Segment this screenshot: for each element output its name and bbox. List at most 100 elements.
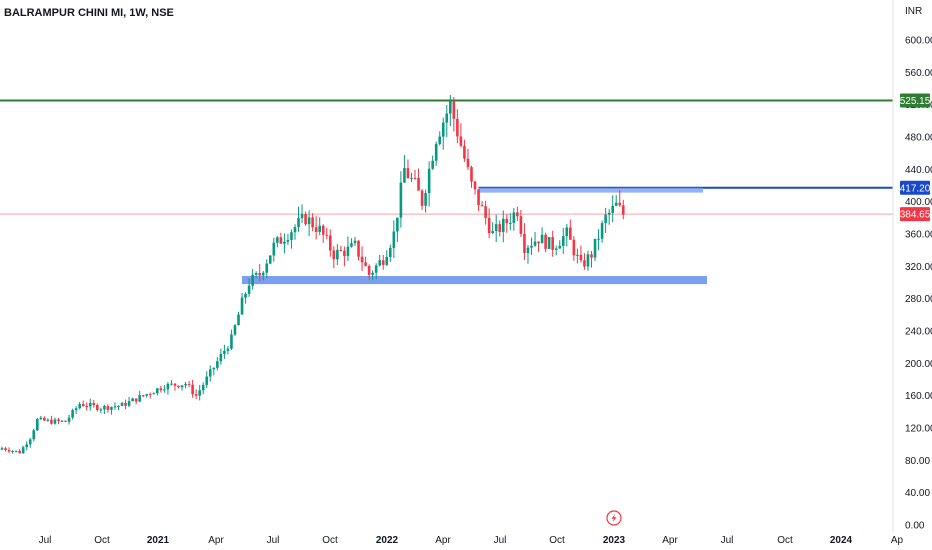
candle xyxy=(7,447,11,454)
candle xyxy=(60,420,64,422)
candle xyxy=(413,169,417,180)
candle xyxy=(191,379,194,398)
candle xyxy=(371,270,374,281)
candle xyxy=(4,446,7,452)
candle xyxy=(417,168,420,191)
price-tick-label: 120.00 xyxy=(905,424,932,435)
candle xyxy=(223,344,226,359)
time-tick-label: Ap xyxy=(891,535,904,546)
price-tick-label: 600.00 xyxy=(905,36,932,47)
candle xyxy=(540,227,544,244)
drawn-levels xyxy=(0,99,893,285)
candle xyxy=(547,236,551,250)
candle xyxy=(57,417,60,425)
flash-icon[interactable] xyxy=(606,510,622,526)
price-axis[interactable]: 600.00560.00520.00480.00440.00400.00360.… xyxy=(905,36,932,532)
candle xyxy=(166,382,170,395)
candle xyxy=(470,165,473,188)
candle xyxy=(286,233,290,246)
candle xyxy=(28,437,32,448)
time-tick-label: Jul xyxy=(39,535,52,546)
candle xyxy=(565,223,569,247)
candle xyxy=(424,189,427,213)
svg-text:417.20: 417.20 xyxy=(900,183,931,194)
candle xyxy=(212,367,216,376)
candle xyxy=(396,217,399,243)
candle xyxy=(21,445,25,454)
candle xyxy=(477,189,480,211)
price-tick-label: 240.00 xyxy=(905,327,932,338)
candle xyxy=(268,255,272,265)
candle xyxy=(290,229,293,249)
price-tick-label: 440.00 xyxy=(905,165,932,176)
candle xyxy=(120,401,124,407)
candle xyxy=(226,346,230,355)
candle xyxy=(389,244,392,262)
candle xyxy=(586,250,590,271)
candle xyxy=(399,171,403,228)
time-tick-label: Apr xyxy=(435,535,451,546)
candle xyxy=(463,139,466,162)
candle xyxy=(466,148,470,170)
candle xyxy=(145,393,149,398)
time-axis[interactable]: Jul Oct 2021 Apr Jul Oct 2022 Apr Jul Oct 2023 Apr J… xyxy=(39,535,904,546)
candle xyxy=(152,392,156,395)
candle xyxy=(39,415,43,420)
time-tick-label: Oct xyxy=(549,535,565,546)
candle xyxy=(138,390,141,403)
candle xyxy=(18,448,21,454)
candle xyxy=(381,254,385,270)
candle xyxy=(81,400,85,407)
candle xyxy=(163,385,166,393)
candle xyxy=(156,387,159,396)
candle xyxy=(350,238,353,248)
candle xyxy=(219,348,223,365)
candle xyxy=(276,236,279,248)
candle xyxy=(198,385,201,401)
candle xyxy=(141,394,145,398)
candle xyxy=(544,232,547,253)
candle xyxy=(509,213,512,231)
support-zone[interactable] xyxy=(242,276,708,285)
candle xyxy=(279,232,283,244)
candle xyxy=(131,397,134,402)
candle xyxy=(134,398,138,405)
candle xyxy=(459,123,463,148)
candle xyxy=(456,109,459,144)
candle xyxy=(343,246,346,267)
candle xyxy=(487,208,491,239)
candle xyxy=(410,172,413,183)
candle xyxy=(124,399,127,410)
candle xyxy=(374,263,378,279)
candle xyxy=(523,223,526,260)
candle xyxy=(494,214,498,243)
candle xyxy=(420,188,424,210)
candle xyxy=(530,237,533,255)
candle xyxy=(332,246,336,269)
time-tick-label: Oct xyxy=(322,535,338,546)
candle xyxy=(32,428,36,442)
candle xyxy=(237,311,240,326)
candle xyxy=(431,155,434,170)
candle xyxy=(452,96,456,132)
candle xyxy=(64,420,67,422)
candle xyxy=(85,402,89,411)
time-tick-label: Apr xyxy=(662,535,678,546)
price-tick-label: 160.00 xyxy=(905,391,932,402)
candle xyxy=(14,450,18,453)
price-tick-label: 40.00 xyxy=(905,488,930,499)
candle xyxy=(113,402,117,410)
candle xyxy=(473,180,477,195)
candle xyxy=(438,131,442,146)
candle xyxy=(537,241,540,252)
candle xyxy=(208,365,212,382)
price-tick-label: 360.00 xyxy=(905,230,932,241)
candle xyxy=(607,209,611,225)
resistance-zone[interactable] xyxy=(478,187,703,193)
candle xyxy=(297,206,300,232)
candle xyxy=(251,268,254,290)
candle xyxy=(265,259,269,279)
candle xyxy=(339,245,343,252)
candle xyxy=(590,250,593,268)
